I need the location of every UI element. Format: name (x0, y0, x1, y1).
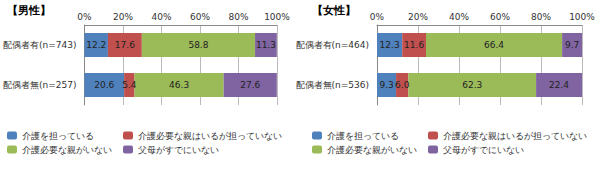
svg-text:父母がすでにいない: 父母がすでにいない (138, 145, 219, 155)
svg-text:介護を担っている: 介護を担っている (327, 131, 399, 141)
svg-text:【女性】: 【女性】 (312, 4, 356, 17)
svg-text:配偶者有(n=743): 配偶者有(n=743) (3, 40, 76, 50)
svg-text:46.3: 46.3 (169, 80, 189, 90)
svg-text:66.4: 66.4 (484, 40, 504, 50)
svg-text:100%: 100% (569, 12, 595, 22)
svg-text:0%: 0% (370, 12, 385, 22)
svg-text:介護必要な親はいるが担っていない: 介護必要な親はいるが担っていない (138, 131, 282, 141)
svg-text:40%: 40% (449, 12, 469, 22)
svg-text:60%: 60% (190, 12, 210, 22)
svg-text:17.6: 17.6 (115, 40, 135, 50)
svg-text:27.6: 27.6 (240, 80, 260, 90)
svg-text:22.4: 22.4 (549, 80, 569, 90)
svg-text:12.2: 12.2 (86, 40, 106, 50)
svg-text:介護必要な親がいない: 介護必要な親がいない (22, 145, 112, 155)
svg-text:介護を担っている: 介護を担っている (22, 131, 94, 141)
svg-text:20.6: 20.6 (94, 80, 114, 90)
svg-text:9.3: 9.3 (379, 80, 393, 90)
svg-text:20%: 20% (113, 12, 133, 22)
svg-text:11.6: 11.6 (404, 40, 424, 50)
svg-text:配偶者有(n=464): 配偶者有(n=464) (296, 40, 369, 50)
svg-text:配偶者無(n=536): 配偶者無(n=536) (296, 80, 369, 90)
svg-text:0%: 0% (77, 12, 92, 22)
svg-text:80%: 80% (228, 12, 248, 22)
svg-text:5.4: 5.4 (122, 80, 137, 90)
svg-text:80%: 80% (531, 12, 551, 22)
svg-text:20%: 20% (408, 12, 428, 22)
svg-text:60%: 60% (490, 12, 510, 22)
svg-text:62.3: 62.3 (462, 80, 482, 90)
svg-text:父母がすでにいない: 父母がすでにいない (443, 145, 524, 155)
svg-text:11.3: 11.3 (256, 40, 276, 50)
svg-text:58.8: 58.8 (188, 40, 208, 50)
svg-text:6.0: 6.0 (395, 80, 410, 90)
svg-text:【男性】: 【男性】 (7, 4, 51, 17)
svg-text:40%: 40% (151, 12, 171, 22)
svg-text:12.3: 12.3 (380, 40, 400, 50)
svg-text:配偶者無(n=257): 配偶者無(n=257) (3, 80, 76, 90)
svg-text:介護必要な親はいるが担っていない: 介護必要な親はいるが担っていない (443, 131, 587, 141)
svg-text:100%: 100% (264, 12, 290, 22)
svg-text:9.7: 9.7 (565, 40, 579, 50)
svg-text:介護必要な親がいない: 介護必要な親がいない (327, 145, 417, 155)
